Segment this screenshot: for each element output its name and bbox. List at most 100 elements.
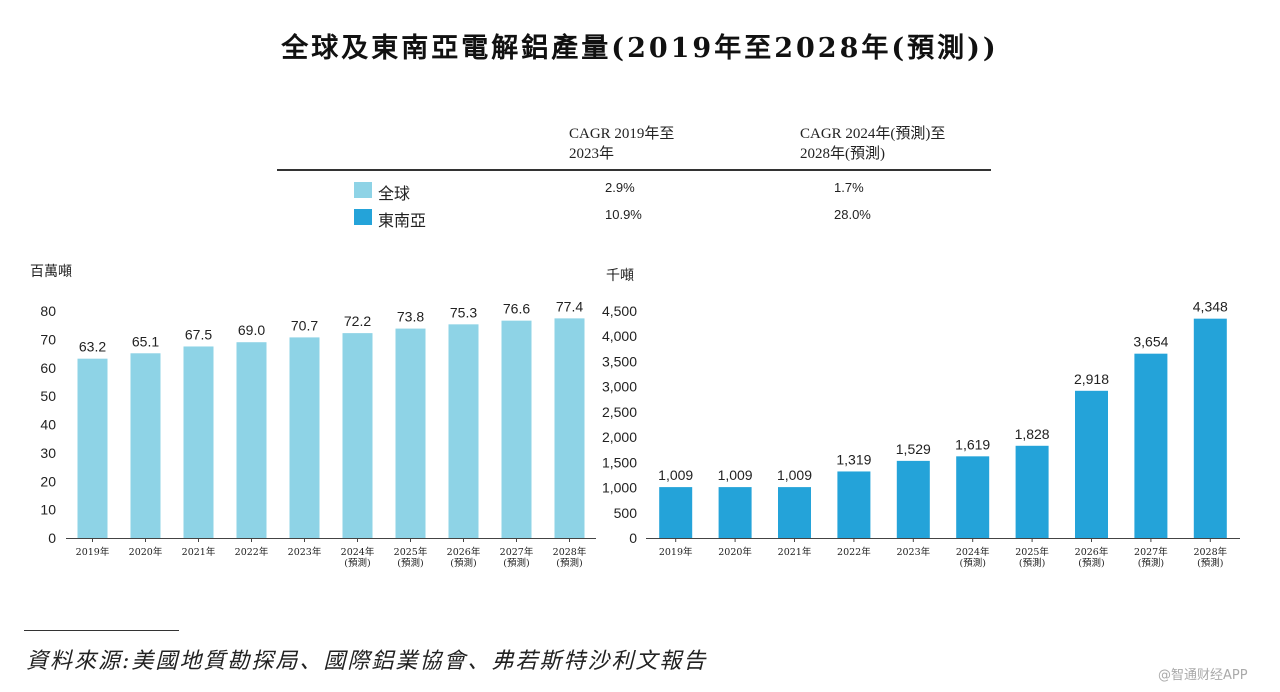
x-tick-label: 2024年(預測) xyxy=(956,546,990,569)
global-production-chart: 百萬噸 0 10 20 30 40 50 60 70 80 63.2 2019年 65.1 2020年 67… xyxy=(30,264,596,569)
x-tick-label-line: 2020年 xyxy=(718,546,752,558)
y-tick-label: 3,000 xyxy=(602,379,637,395)
y-tick-label: 3,500 xyxy=(602,353,637,369)
x-tick-label: 2020年 xyxy=(129,546,163,558)
watermark: @智通财经APP xyxy=(1158,668,1248,683)
bar xyxy=(1193,318,1227,538)
x-tick-label-line: 2019年 xyxy=(76,546,110,558)
cagr-table: CAGR 2019年至 2023年 CAGR 2024年(預測)至 2028年(… xyxy=(277,120,991,230)
x-tick-label-line: 2025年 xyxy=(1015,546,1049,558)
data-label: 75.3 xyxy=(450,304,477,320)
data-label: 1,009 xyxy=(658,467,693,483)
cagr-value: 28.0% xyxy=(834,207,871,222)
legend-label-global: 全球 xyxy=(378,184,411,203)
x-tick-label: 2022年 xyxy=(837,546,871,558)
data-label: 65.1 xyxy=(132,333,159,349)
bar xyxy=(395,328,426,538)
x-tick-label: 2026年(預測) xyxy=(1075,546,1109,569)
y-tick-label: 1,500 xyxy=(602,454,637,470)
data-label: 67.5 xyxy=(185,326,212,342)
data-label: 1,319 xyxy=(836,451,871,467)
data-label: 2,918 xyxy=(1074,371,1109,387)
data-label: 1,529 xyxy=(896,441,931,457)
cagr-value: 2.9% xyxy=(605,180,635,195)
legend-swatch-global xyxy=(354,182,372,198)
x-tick-label: 2022年 xyxy=(235,546,269,558)
x-tick-label-line: 2021年 xyxy=(182,546,216,558)
y-tick-label: 40 xyxy=(40,417,56,433)
bar xyxy=(342,333,373,538)
bar xyxy=(130,353,161,538)
x-tick-label-line: 2022年 xyxy=(837,546,871,558)
source-note: 資料來源:美國地質勘探局、國際鋁業協會、弗若斯特沙利文報告 xyxy=(26,649,708,674)
x-tick-label-line: (預測) xyxy=(344,557,370,569)
cagr-header-2019-2023: CAGR 2019年至 2023年 xyxy=(569,124,674,164)
x-tick-label-line: 2024年 xyxy=(341,546,375,558)
x-tick-label-line: (預測) xyxy=(397,557,423,569)
bar xyxy=(718,487,752,538)
y-tick-label: 30 xyxy=(40,445,56,461)
cagr-row-southeast-asia: 東南亞 10.9% 28.0% xyxy=(277,206,991,230)
x-tick-label-line: 2024年 xyxy=(956,546,990,558)
bar xyxy=(448,324,479,538)
y-tick-label: 0 xyxy=(48,530,56,546)
y-tick-label: 4,000 xyxy=(602,328,637,344)
y-tick-label: 2,500 xyxy=(602,404,637,420)
x-tick-label-line: (預測) xyxy=(1019,557,1045,569)
y-axis-unit-label: 千噸 xyxy=(606,268,634,284)
x-tick-label-line: 2020年 xyxy=(129,546,163,558)
cagr-value: 1.7% xyxy=(834,180,864,195)
southeast-asia-production-chart: 千噸 0 500 1,000 1,500 2,000 2,500 3,000 3,500 4,00… xyxy=(602,268,1240,569)
data-label: 1,009 xyxy=(777,467,812,483)
x-tick-label-line: (預測) xyxy=(556,557,582,569)
chart-title: 全球及東南亞電解鋁產量(2019年至2028年(預測)) xyxy=(281,33,999,64)
data-label: 72.2 xyxy=(344,313,371,329)
x-tick-label: 2024年(預測) xyxy=(341,546,375,569)
x-tick-label-line: 2028年 xyxy=(1193,546,1227,558)
data-label: 1,009 xyxy=(718,467,753,483)
cagr-header-2024-2028-line1: CAGR 2024年(預測)至 xyxy=(800,126,946,142)
data-label: 63.2 xyxy=(79,339,106,355)
bar xyxy=(77,358,108,538)
bar xyxy=(289,337,320,538)
y-tick-label: 2,000 xyxy=(602,429,637,445)
cagr-header-2019-2023-line1: CAGR 2019年至 xyxy=(569,126,675,142)
cagr-header-2019-2023-line2: 2023年 xyxy=(569,146,615,162)
bar xyxy=(183,346,214,538)
bar xyxy=(956,456,990,538)
bar xyxy=(1134,353,1168,538)
data-label: 76.6 xyxy=(503,301,530,317)
data-label: 3,654 xyxy=(1133,334,1168,350)
bar xyxy=(778,487,811,538)
y-tick-label: 10 xyxy=(40,502,56,518)
x-tick-label: 2027年(預測) xyxy=(500,546,534,569)
data-label: 73.8 xyxy=(397,309,424,325)
x-tick-label: 2028年(預測) xyxy=(1193,546,1227,569)
bar xyxy=(896,460,930,538)
cagr-header-2024-2028: CAGR 2024年(預測)至 2028年(預測) xyxy=(800,124,945,164)
x-tick-label-line: 2027年 xyxy=(500,546,534,558)
cagr-value: 10.9% xyxy=(605,207,642,222)
y-tick-label: 70 xyxy=(40,331,56,347)
x-tick-label-line: 2026年 xyxy=(1075,546,1109,558)
bar xyxy=(501,320,532,538)
cagr-row-global: 全球 2.9% 1.7% xyxy=(277,179,991,203)
x-tick-label-line: (預測) xyxy=(450,557,476,569)
y-tick-label: 0 xyxy=(629,530,637,546)
x-tick-label-line: 2022年 xyxy=(235,546,269,558)
bar xyxy=(659,487,693,538)
x-tick-label: 2020年 xyxy=(718,546,752,558)
y-axis-unit-label: 百萬噸 xyxy=(30,264,72,280)
data-label: 70.7 xyxy=(291,317,318,333)
x-tick-label: 2021年 xyxy=(778,546,812,558)
x-tick-label-line: 2023年 xyxy=(288,546,322,558)
x-tick-label: 2026年(預測) xyxy=(447,546,481,569)
data-label: 1,828 xyxy=(1015,426,1050,442)
data-label: 1,619 xyxy=(955,436,990,452)
cagr-table-rule xyxy=(277,169,991,171)
data-label: 69.0 xyxy=(238,322,265,338)
x-tick-label-line: (預測) xyxy=(1078,557,1104,569)
y-tick-label: 500 xyxy=(614,505,638,521)
x-tick-label-line: 2021年 xyxy=(778,546,812,558)
y-tick-label: 20 xyxy=(40,473,56,489)
